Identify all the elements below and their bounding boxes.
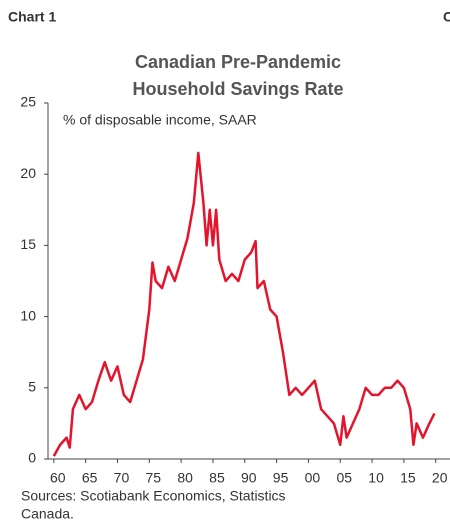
x-tick-label: 60 (50, 470, 66, 486)
source: Sources: Scotiabank Economics, Statistic… (21, 488, 286, 504)
x-tick-label: 15 (400, 470, 416, 486)
x-tick-label: 20 (432, 470, 448, 486)
y-tick-label: 20 (20, 165, 36, 181)
x-tick-label: 75 (146, 470, 162, 486)
x-tick-label: 05 (336, 470, 352, 486)
y-tick-label: 5 (28, 379, 36, 395)
x-tick-label: 70 (114, 470, 130, 486)
y-tick-label: 15 (20, 236, 36, 252)
x-tick-label: 65 (82, 470, 98, 486)
chart-title: Canadian Pre-Pandemic (135, 52, 341, 72)
x-tick-label: 85 (209, 470, 225, 486)
chart-title: Household Savings Rate (132, 79, 343, 99)
source: Canada. (21, 506, 74, 522)
y-tick-label: 0 (28, 450, 36, 466)
chart-label: Chart 1 (8, 9, 56, 25)
x-tick-label: 90 (241, 470, 257, 486)
y-tick-label: 25 (20, 94, 36, 110)
x-tick-label: 00 (305, 470, 321, 486)
x-tick-label: 95 (273, 470, 289, 486)
x-tick-label: 10 (368, 470, 384, 486)
x-tick-label: 80 (177, 470, 193, 486)
next-chart-label: C (443, 9, 450, 25)
y-tick-label: 10 (20, 307, 36, 323)
data-line (52, 151, 436, 457)
y-axis-label: % of disposable income, SAAR (63, 112, 257, 128)
